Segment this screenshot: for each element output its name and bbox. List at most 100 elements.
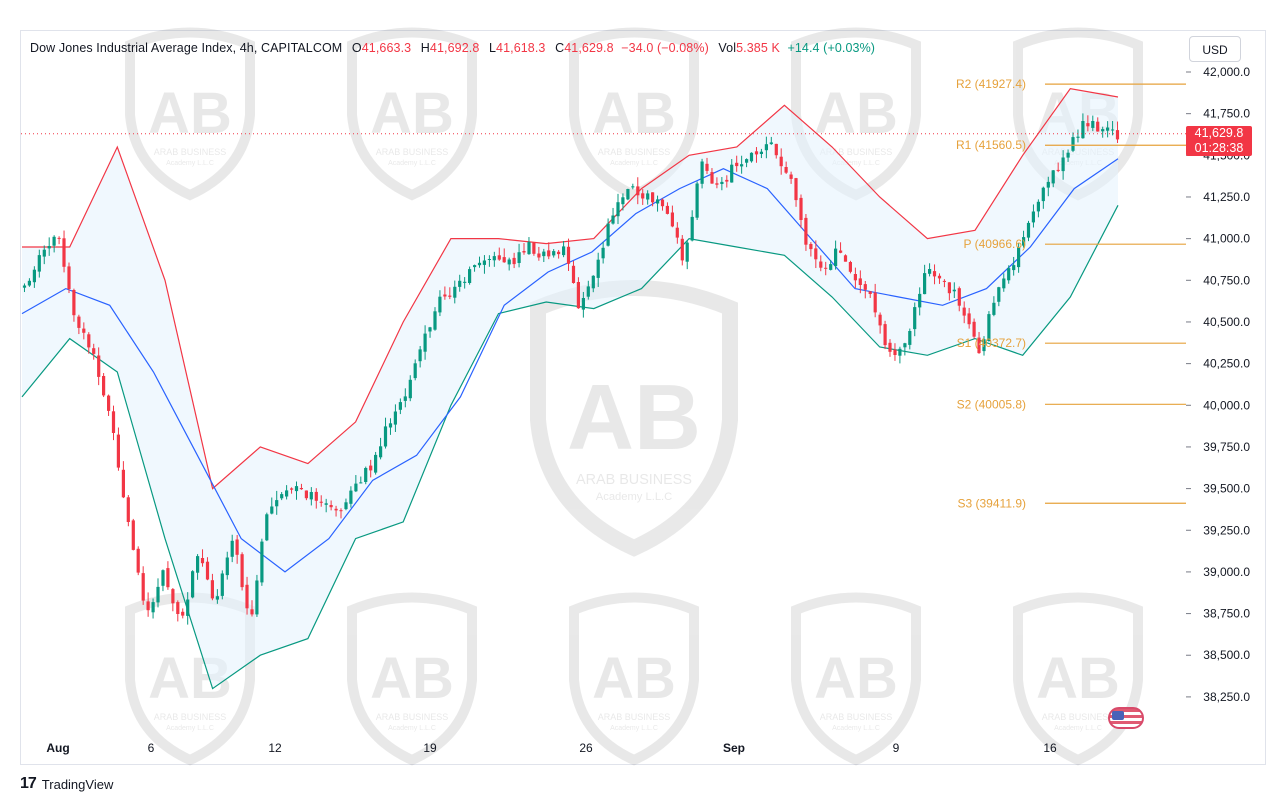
- candle-body: [369, 465, 373, 471]
- candle-body: [200, 558, 205, 564]
- candle-body: [42, 249, 46, 257]
- candle-body: [962, 307, 966, 316]
- candle-body: [1101, 129, 1105, 132]
- symbol-legend: Dow Jones Industrial Average Index, 4h, …: [30, 41, 875, 55]
- brand-name[interactable]: TradingView: [41, 776, 114, 792]
- x-tick-label: 16: [1043, 741, 1057, 755]
- candle-body: [769, 142, 773, 145]
- candle-body: [651, 192, 655, 203]
- candle-body: [67, 266, 71, 289]
- watermark-line1: ARAB BUSINESS: [376, 147, 449, 157]
- candle-body: [126, 497, 130, 522]
- candle-body: [77, 316, 81, 328]
- x-tick-label: 26: [579, 741, 593, 755]
- pivot-label-p: P (40966.6): [964, 237, 1027, 251]
- candle-body: [848, 262, 852, 272]
- candle-body: [641, 193, 645, 199]
- candle-body: [453, 286, 457, 298]
- close-label: C: [555, 41, 565, 55]
- y-tick-label: 40,500.0: [1203, 315, 1250, 329]
- candle-body: [423, 333, 427, 352]
- candle-body: [413, 363, 417, 379]
- candle-body: [764, 144, 768, 151]
- candle-body: [646, 193, 650, 200]
- candle-body: [220, 573, 224, 596]
- candle-body: [918, 293, 922, 308]
- candle-body: [1031, 211, 1035, 223]
- x-tick-label: Sep: [723, 741, 745, 755]
- low-label: L: [488, 41, 497, 55]
- candle-body: [1091, 121, 1095, 128]
- candle-body: [398, 402, 402, 410]
- candle-body: [621, 197, 625, 205]
- tradingview-logo-icon[interactable]: 17: [20, 775, 37, 792]
- candle-body: [339, 510, 343, 512]
- high-value: 41,692.8: [429, 41, 480, 55]
- x-tick-label: 6: [148, 741, 155, 755]
- candle-body: [735, 162, 739, 167]
- candle-body: [141, 573, 145, 601]
- x-tick-label: 9: [893, 741, 900, 755]
- watermark-line1: ARAB BUSINESS: [820, 147, 893, 157]
- candle-body: [62, 238, 66, 267]
- candle-body: [116, 434, 120, 468]
- candle-body: [433, 311, 437, 330]
- candle-body: [473, 265, 477, 268]
- volume-value: 5.385 K: [736, 41, 780, 55]
- candle-body: [740, 164, 744, 167]
- change-value: −34.0 (−0.08%): [621, 41, 709, 55]
- watermark-line2: Academy L.L.C: [166, 160, 214, 167]
- candle-body: [631, 186, 635, 188]
- candle-body: [359, 482, 363, 484]
- y-tick-label: 42,000.0: [1203, 65, 1250, 79]
- candle-body: [923, 273, 927, 295]
- currency-button[interactable]: USD: [1189, 36, 1241, 62]
- us-flag-icon[interactable]: [1108, 707, 1144, 729]
- watermark-logo-text: AB: [567, 365, 701, 469]
- time-axis[interactable]: Aug 6 12 19 26 Sep 9 16: [46, 741, 1057, 755]
- candle-body: [314, 491, 318, 501]
- candle-body: [304, 490, 308, 499]
- watermark-line2: Academy L.L.C: [610, 160, 658, 167]
- candle-body: [670, 212, 674, 227]
- candle-body: [181, 611, 185, 616]
- candle-body: [1046, 181, 1050, 188]
- watermark-line2: Academy L.L.C: [610, 725, 658, 732]
- candle-body: [22, 285, 27, 288]
- y-tick-label: 40,250.0: [1203, 357, 1250, 371]
- watermark-logo-text: AB: [592, 646, 676, 711]
- candle-body: [611, 215, 615, 224]
- watermark-line2: Academy L.L.C: [832, 725, 880, 732]
- candle-body: [47, 246, 51, 249]
- candle-body: [789, 174, 793, 179]
- watermark-line1: ARAB BUSINESS: [154, 147, 227, 157]
- watermark-line1: ARAB BUSINESS: [820, 712, 893, 722]
- watermark-line1: ARAB BUSINESS: [576, 472, 692, 488]
- candle-body: [502, 257, 506, 263]
- low-value: 41,618.3: [496, 41, 546, 55]
- candle-body: [626, 189, 630, 200]
- x-tick-label: Aug: [46, 741, 69, 755]
- candle-body: [749, 152, 754, 162]
- candle-body: [1081, 121, 1085, 139]
- candle-body: [97, 355, 101, 377]
- watermark-logo-text: AB: [1036, 646, 1120, 711]
- candle-body: [1061, 157, 1065, 172]
- candle-body: [908, 331, 912, 345]
- candle-body: [517, 252, 521, 263]
- candle-body: [759, 151, 763, 154]
- candle-body: [928, 269, 932, 274]
- price-axis[interactable]: 42,000.041,750.041,500.041,250.041,000.0…: [1186, 65, 1250, 704]
- candle-body: [290, 488, 294, 490]
- candle-body: [374, 454, 378, 473]
- candle-body: [102, 376, 106, 396]
- candle-body: [245, 584, 249, 609]
- candle-body: [497, 255, 501, 260]
- candle-body: [487, 259, 491, 260]
- watermark-logo-text: AB: [148, 81, 232, 146]
- candle-body: [532, 242, 536, 254]
- candle-body: [997, 287, 1001, 302]
